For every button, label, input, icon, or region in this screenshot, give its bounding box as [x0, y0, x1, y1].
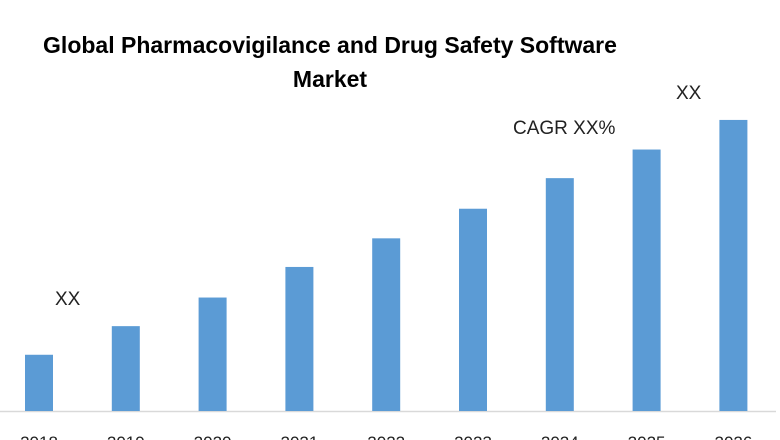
x-tick-label-2020: 2020: [194, 433, 232, 440]
bar-2024: [545, 178, 574, 411]
x-tick-label-2025: 2025: [628, 433, 666, 440]
bar-2021: [285, 266, 314, 411]
bar-2025: [632, 149, 661, 412]
bar-2019: [111, 326, 140, 411]
bar-2018: [25, 354, 53, 411]
bar-2026: [719, 119, 748, 411]
chart-title: Global Pharmacovigilance and Drug Safety…: [43, 32, 617, 92]
bar-2023: [459, 208, 487, 411]
x-tick-label-2026: 2026: [714, 433, 752, 440]
x-tick-label-2018: 2018: [20, 433, 58, 440]
bar-2020: [198, 297, 227, 411]
x-tick-label-2022: 2022: [367, 433, 405, 440]
bar-2022: [372, 238, 401, 411]
x-tick-label-2023: 2023: [454, 433, 492, 440]
x-tick-label-2019: 2019: [107, 433, 145, 440]
annotation-cagr: CAGR XX%: [513, 118, 616, 139]
x-tick-label-2024: 2024: [541, 433, 579, 440]
annotation-2026-value: XX: [676, 83, 702, 104]
x-tick-label-2021: 2021: [280, 433, 318, 440]
annotation-2018-value: XX: [55, 289, 81, 310]
